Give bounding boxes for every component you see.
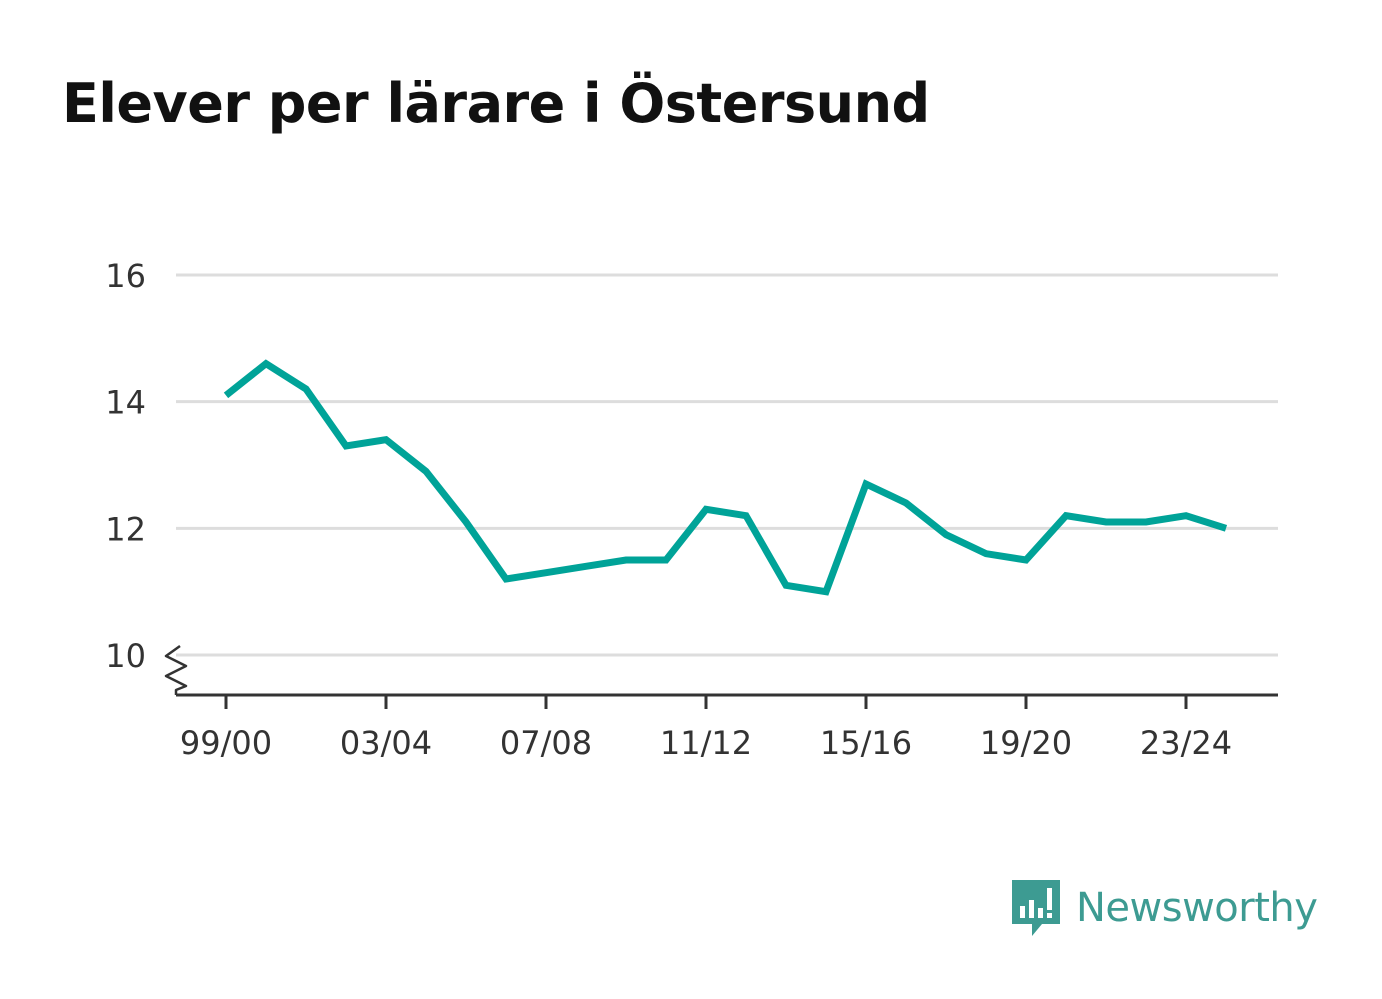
newsworthy-logo-icon [1012, 880, 1060, 936]
chart-title: Elever per lärare i Östersund [62, 72, 930, 135]
y-axis-ticks: 10 12 14 16 [105, 257, 146, 675]
x-tick-label-15/16: 15/16 [820, 724, 912, 762]
y-tick-label-16: 16 [105, 257, 146, 295]
y-tick-label-10: 10 [105, 637, 146, 675]
y-tick-label-14: 14 [105, 384, 146, 422]
y-tick-label-12: 12 [105, 510, 146, 548]
x-axis-ticks: 99/00 03/04 07/08 11/12 15/16 19/20 23/24 [180, 695, 1232, 762]
x-tick-label-23/24: 23/24 [1140, 724, 1232, 762]
axis-break-icon [164, 644, 188, 695]
line-chart: 10 12 14 16 99/00 03/04 07/08 11/12 15/16 19/20 2… [105, 257, 1278, 762]
gridlines [176, 273, 1278, 657]
brand-logo: Newsworthy [1010, 878, 1318, 938]
brand-name: Newsworthy [1076, 885, 1318, 931]
x-tick-label-11/12: 11/12 [660, 724, 752, 762]
x-tick-label-19/20: 19/20 [980, 724, 1072, 762]
x-tick-label-99/00: 99/00 [180, 724, 272, 762]
x-tick-label-03/04: 03/04 [340, 724, 432, 762]
x-axis [164, 644, 1278, 697]
data-series [223, 359, 1228, 596]
series-line-0 [223, 359, 1228, 596]
x-tick-label-07/08: 07/08 [500, 724, 592, 762]
